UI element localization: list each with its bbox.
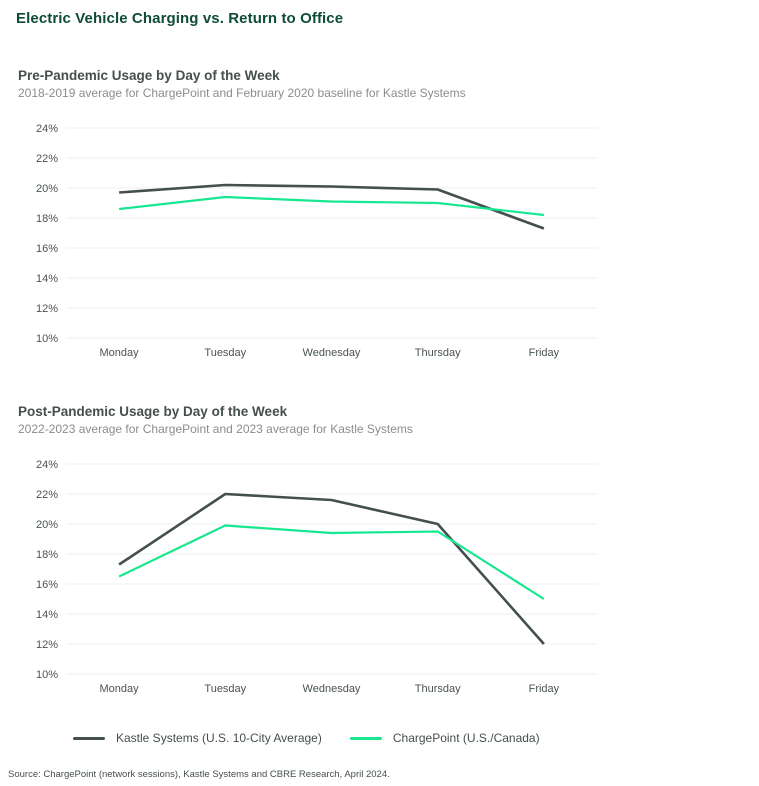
y-axis-tick-label: 12% (36, 639, 58, 651)
y-axis-tick-label: 10% (36, 669, 58, 681)
page-title: Electric Vehicle Charging vs. Return to … (16, 10, 344, 27)
kastle-line (118, 492, 545, 645)
y-axis-tick-label: 24% (36, 459, 58, 471)
y-axis-tick-label: 16% (36, 579, 58, 591)
y-axis-tick-label: 12% (36, 303, 58, 315)
y-axis-tick-label: 18% (36, 213, 58, 225)
y-axis-tick-label: 22% (36, 489, 58, 501)
chart-subtitle-pre-pandemic: 2018-2019 average for ChargePoint and Fe… (18, 86, 466, 100)
y-axis-tick-label: 24% (36, 123, 58, 135)
chart-subtitle-post-pandemic: 2022-2023 average for ChargePoint and 20… (18, 422, 413, 436)
x-axis-tick-label: Monday (100, 683, 140, 695)
post-pandemic-line-chart: 24% 22% 20% 18% 16% 14% 12% 10% Monday Tuesday Wed… (36, 459, 597, 695)
x-axis-tick-label: Thursday (415, 347, 461, 359)
legend-item-chargepoint: ChargePoint (U.S./Canada) (349, 731, 540, 745)
chart-title-pre-pandemic: Pre-Pandemic Usage by Day of the Week (18, 68, 280, 83)
x-axis-tick-label: Friday (529, 347, 560, 359)
y-axis-tick-label: 22% (36, 153, 58, 165)
x-axis-tick-label: Wednesday (303, 347, 361, 359)
y-axis-tick-label: 20% (36, 183, 58, 195)
x-axis-tick-label: Tuesday (204, 347, 246, 359)
x-axis-tick-label: Wednesday (303, 683, 361, 695)
chart-legend: Kastle Systems (U.S. 10-City Average) Ch… (73, 731, 540, 745)
y-axis-tick-label: 14% (36, 273, 58, 285)
x-axis-tick-label: Friday (529, 683, 560, 695)
x-axis-tick-label: Monday (100, 347, 140, 359)
legend-item-kastle: Kastle Systems (U.S. 10-City Average) (73, 731, 322, 745)
pre-pandemic-line-chart: 24% 22% 20% 18% 16% 14% 12% 10% Monday Tuesday Wed… (36, 123, 597, 359)
y-axis-tick-label: 10% (36, 333, 58, 345)
y-axis-tick-label: 16% (36, 243, 58, 255)
y-axis-tick-label: 14% (36, 609, 58, 621)
legend-label-chargepoint: ChargePoint (U.S./Canada) (392, 731, 540, 745)
chart-title-post-pandemic: Post-Pandemic Usage by Day of the Week (18, 404, 288, 419)
chargepoint-line (118, 195, 545, 217)
y-axis-tick-label: 18% (36, 549, 58, 561)
legend-label-kastle: Kastle Systems (U.S. 10-City Average) (116, 731, 322, 745)
x-axis-tick-label: Thursday (415, 683, 461, 695)
chargepoint-line (118, 524, 545, 600)
y-axis-tick-label: 20% (36, 519, 58, 531)
source-note: Source: ChargePoint (network sessions), … (8, 769, 390, 780)
kastle-line (119, 183, 545, 230)
kastle-line-swatch (73, 736, 105, 740)
x-axis-tick-label: Tuesday (204, 683, 246, 695)
chargepoint-line-swatch (349, 736, 382, 740)
